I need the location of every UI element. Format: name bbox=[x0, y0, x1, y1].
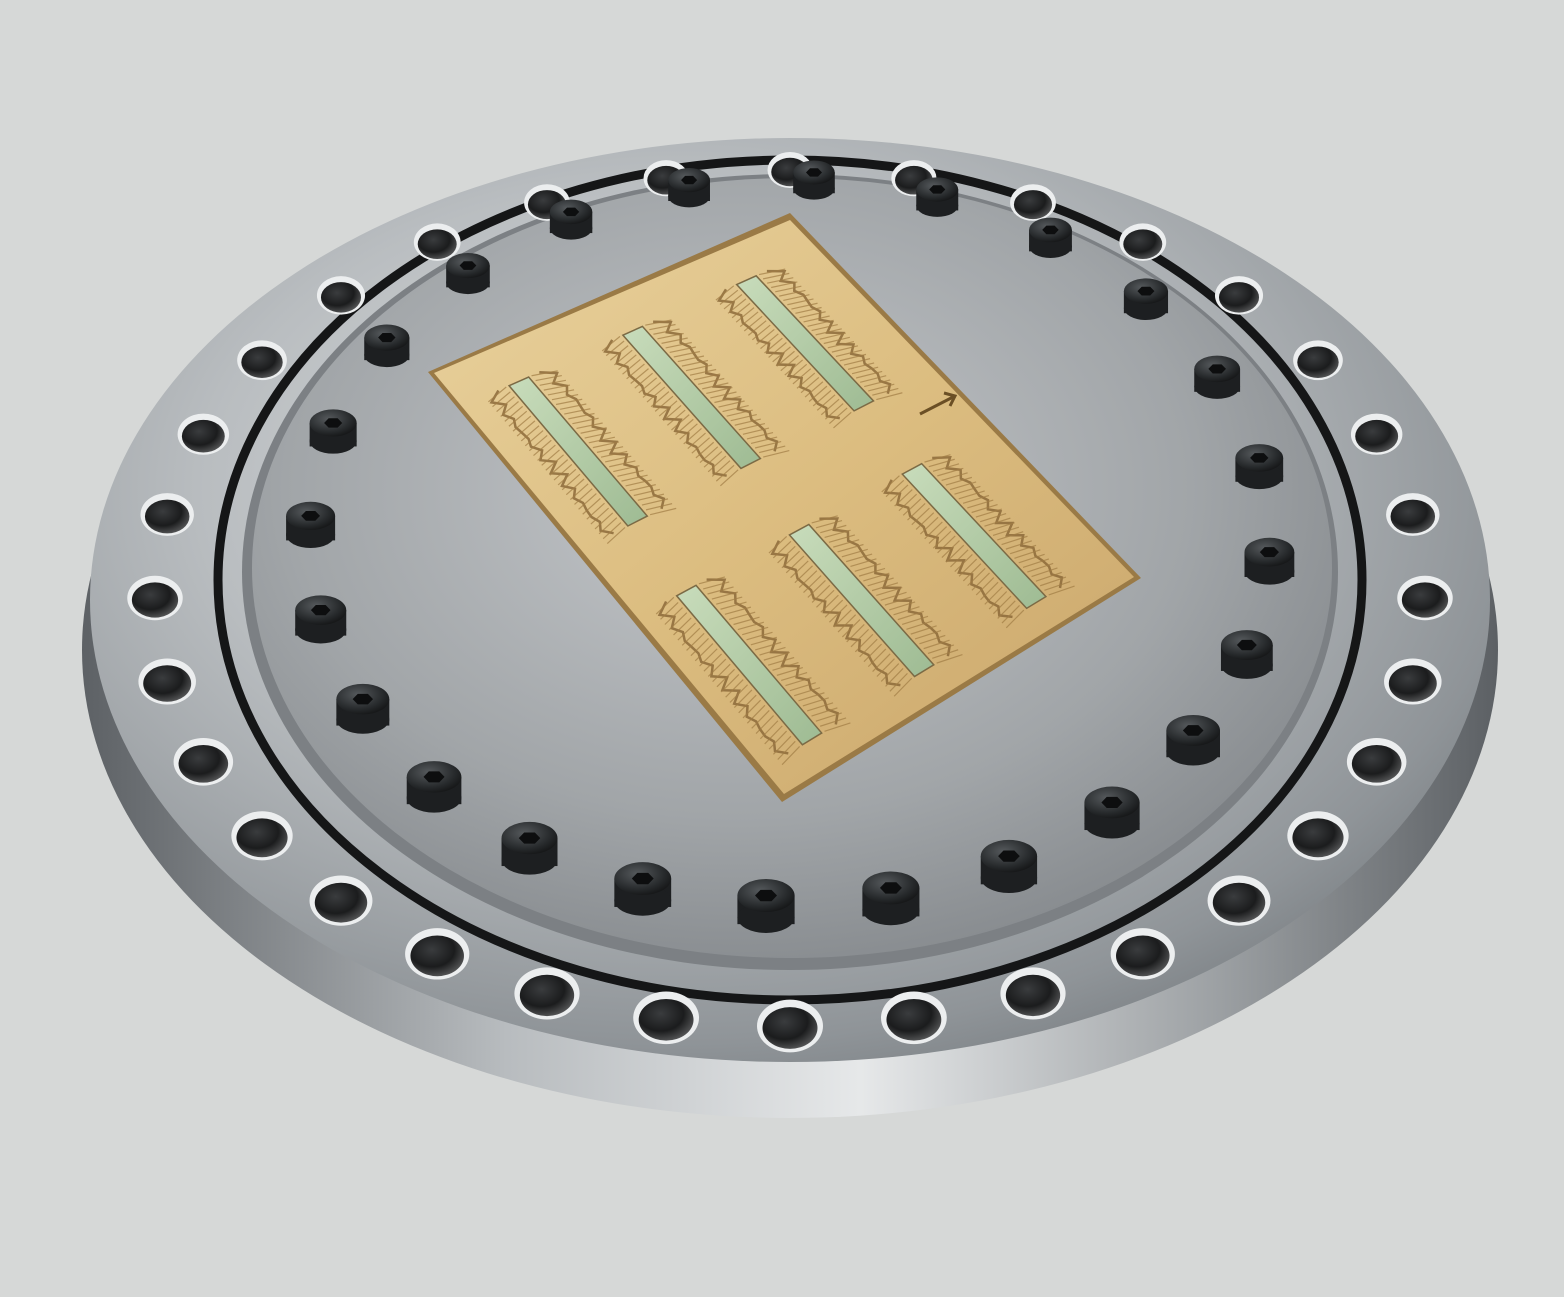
translucent-slot bbox=[881, 454, 1075, 629]
through-hole bbox=[1119, 223, 1167, 261]
hex-socket-bolt bbox=[1029, 217, 1072, 258]
through-hole bbox=[1110, 928, 1175, 980]
direction-marker bbox=[919, 391, 958, 416]
through-hole bbox=[231, 811, 293, 861]
hex-socket-bolt bbox=[980, 839, 1038, 893]
hex-socket-bolt bbox=[406, 761, 462, 813]
hex-socket-bolt bbox=[614, 862, 672, 916]
through-hole bbox=[1350, 413, 1403, 455]
through-hole bbox=[140, 493, 194, 536]
through-hole bbox=[514, 967, 580, 1020]
translucent-slot bbox=[655, 576, 851, 766]
serpentine-trace bbox=[881, 454, 1075, 629]
translucent-slot bbox=[488, 370, 677, 545]
through-hole bbox=[1214, 276, 1264, 315]
through-hole bbox=[1010, 184, 1056, 221]
through-hole bbox=[177, 413, 230, 455]
hex-socket-bolt bbox=[1244, 537, 1295, 585]
hex-socket-bolt bbox=[446, 252, 490, 295]
hex-socket-bolt bbox=[501, 821, 558, 875]
hex-socket-bolt bbox=[295, 595, 347, 644]
through-hole bbox=[173, 737, 234, 786]
through-hole bbox=[405, 928, 470, 980]
through-hole bbox=[1207, 875, 1271, 926]
hex-socket-bolt bbox=[1235, 444, 1284, 490]
arrow-icon bbox=[919, 391, 958, 416]
gold-pcb bbox=[428, 213, 1141, 802]
hex-socket-bolt bbox=[1123, 278, 1169, 321]
through-hole bbox=[633, 991, 700, 1045]
translucent-slot bbox=[768, 515, 963, 697]
hex-socket-bolt bbox=[1084, 786, 1140, 839]
through-hole bbox=[757, 999, 823, 1053]
through-hole bbox=[127, 575, 183, 621]
through-hole bbox=[1386, 493, 1440, 536]
through-hole bbox=[880, 991, 947, 1045]
hex-socket-bolt bbox=[668, 168, 710, 208]
hex-socket-bolt bbox=[336, 683, 390, 734]
through-hole bbox=[1000, 967, 1066, 1020]
through-hole bbox=[309, 875, 373, 926]
hex-socket-bolt bbox=[1166, 714, 1220, 766]
serpentine-trace bbox=[488, 370, 677, 545]
hex-socket-bolt bbox=[793, 160, 835, 200]
hex-socket-bolt bbox=[862, 871, 920, 926]
through-hole bbox=[138, 658, 196, 705]
hex-socket-bolt bbox=[1220, 630, 1273, 679]
through-hole bbox=[413, 223, 461, 261]
slot-group bbox=[488, 268, 1075, 766]
translucent-slot bbox=[715, 268, 903, 429]
through-hole bbox=[1397, 575, 1453, 621]
serpentine-trace bbox=[715, 268, 903, 429]
through-hole bbox=[1293, 340, 1343, 381]
hex-socket-bolt bbox=[286, 501, 336, 548]
hex-socket-bolt bbox=[1194, 355, 1241, 399]
hex-socket-bolt bbox=[364, 324, 410, 368]
hex-socket-bolt bbox=[309, 409, 357, 454]
translucent-slot bbox=[601, 319, 790, 487]
through-hole bbox=[316, 276, 366, 315]
serpentine-trace bbox=[768, 515, 963, 697]
through-hole bbox=[1384, 658, 1442, 705]
through-hole bbox=[1346, 737, 1407, 786]
serpentine-trace bbox=[655, 576, 851, 766]
through-hole bbox=[237, 340, 287, 381]
hex-socket-bolt bbox=[916, 177, 959, 217]
bolt-ring bbox=[286, 160, 1295, 933]
hex-socket-bolt bbox=[549, 199, 593, 240]
through-hole-ring bbox=[127, 152, 1453, 1053]
through-hole bbox=[1287, 811, 1349, 861]
hex-socket-bolt bbox=[737, 879, 795, 933]
serpentine-trace bbox=[601, 319, 790, 487]
